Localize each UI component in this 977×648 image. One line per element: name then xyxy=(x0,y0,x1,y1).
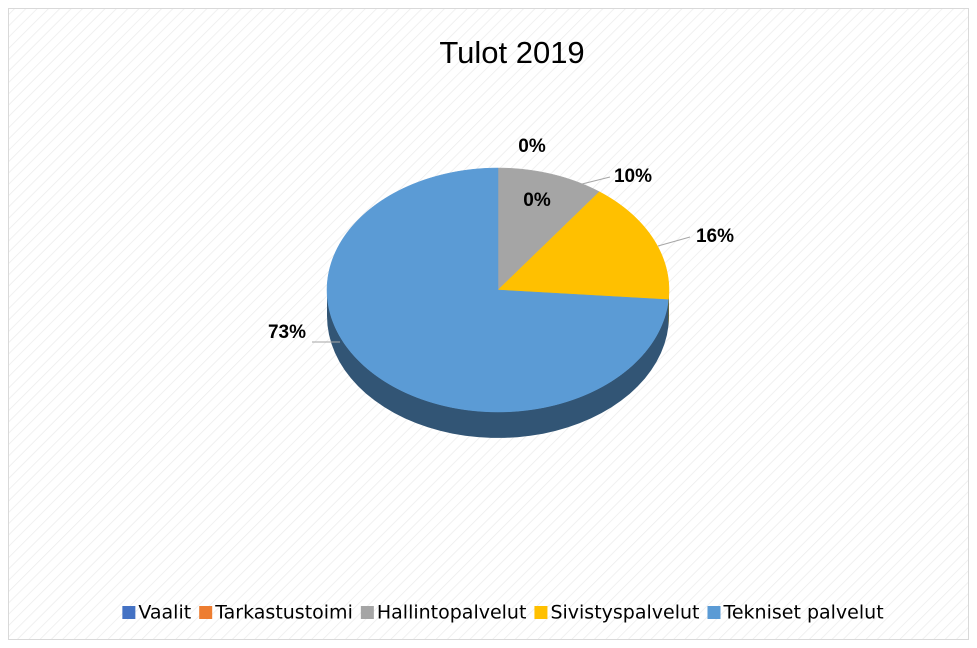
legend-swatch xyxy=(122,606,136,619)
slice xyxy=(497,191,670,300)
data-label: 0% xyxy=(518,136,546,157)
pie: 0% 0% 10% 16% 73% xyxy=(268,136,734,438)
legend-swatch xyxy=(199,606,213,619)
data-label: 10% xyxy=(614,166,652,187)
data-label: 0% xyxy=(523,190,551,211)
legend-label: Sivistyspalvelut xyxy=(550,602,699,624)
chart-title: Tulot 2019 xyxy=(439,35,584,70)
legend-label: Vaalit xyxy=(138,602,191,624)
legend-label: Tarkastustoimi xyxy=(214,602,353,624)
leader-line xyxy=(657,236,691,247)
data-label: 16% xyxy=(696,226,734,247)
legend: Vaalit Tarkastustoimi Hallintopalvelut Sivi… xyxy=(122,602,884,624)
legend-label: Tekniset palvelut xyxy=(722,602,883,624)
legend-label: Hallintopalvelut xyxy=(377,602,527,624)
leader-line xyxy=(581,176,611,185)
legend-swatch xyxy=(360,606,374,619)
slice-side xyxy=(327,290,669,438)
slice xyxy=(326,167,669,413)
legend-swatch xyxy=(707,606,721,619)
slice xyxy=(497,167,600,291)
legend-swatch xyxy=(534,606,548,619)
data-label: 73% xyxy=(268,322,306,343)
